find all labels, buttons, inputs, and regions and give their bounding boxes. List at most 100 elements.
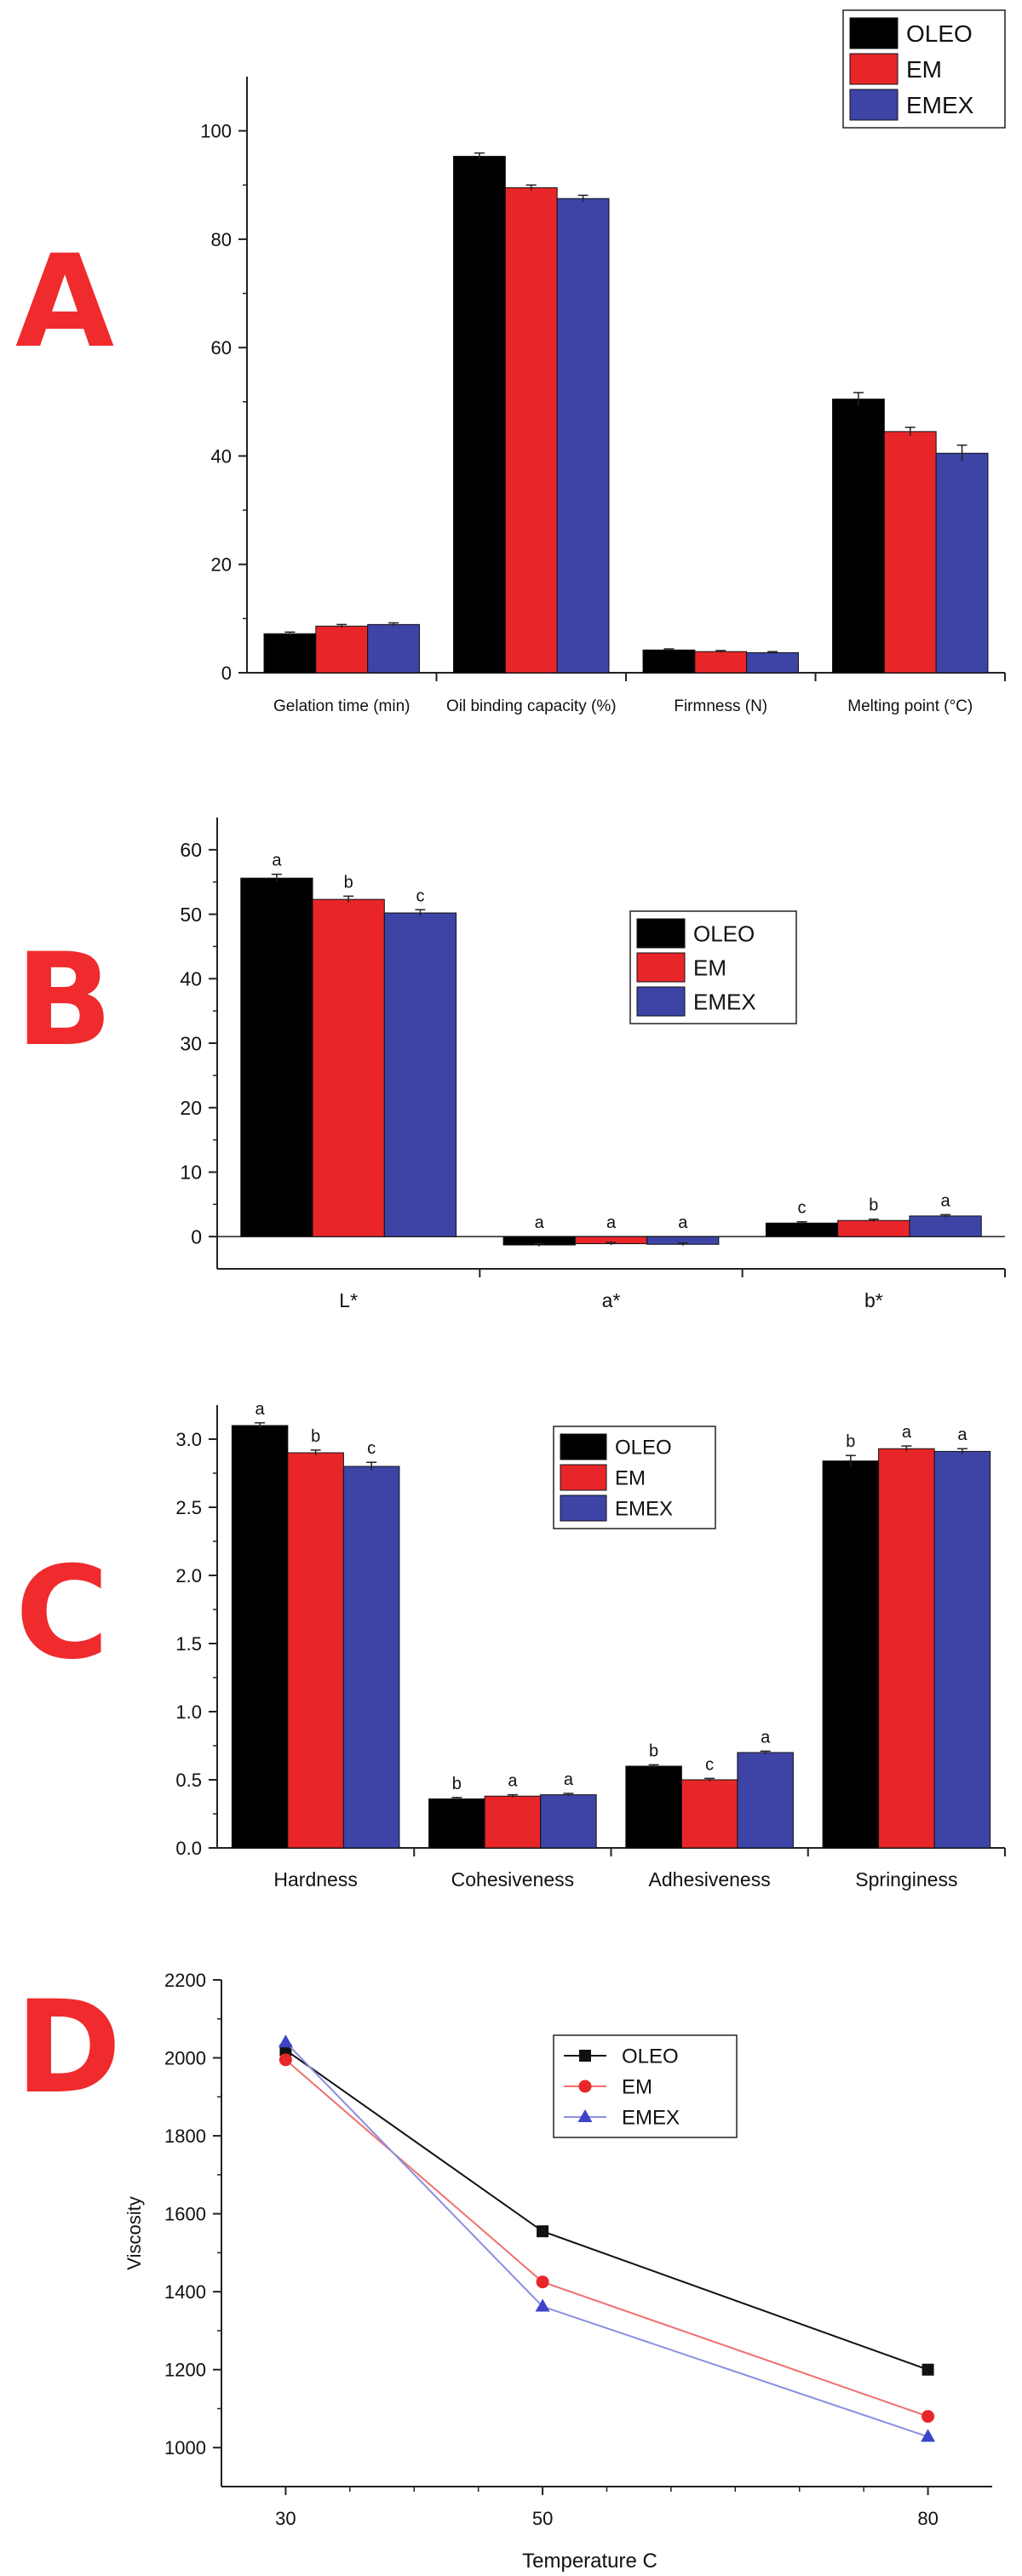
legend-swatch-emex [849,89,899,121]
significance-letter: a [957,1426,967,1444]
panel-a: A 0 20 40 60 80 100 Gelation time (min) Oil bin… [0,0,1022,732]
data-point-emex [278,2034,293,2048]
x-tick-label: Cohesiveness [451,1868,574,1890]
significance-letter: a [256,1400,266,1419]
x-tick-label: 80 [917,2508,938,2529]
panel-d: D 1000 1200 1400 1600 1800 2000 2200 30 50 80 Temp… [0,1942,1022,2576]
x-tick-label: 30 [275,2508,296,2529]
x-tick-label: Springiness [855,1868,957,1890]
x-tick-label: Gelation time (min) [273,697,411,715]
y-tick-label: 0 [191,1225,202,1248]
bar-emex [342,1466,400,1849]
bar-em [878,1448,935,1849]
legend-label-emex: EMEX [906,92,974,118]
x-tick-label: Melting point (°C) [847,697,973,715]
legend-swatch-em [636,952,686,983]
legend-swatch-em [560,1464,607,1491]
bar-em [312,898,385,1237]
data-point-emex [921,2429,936,2442]
data-point-em [278,2053,292,2067]
significance-letter: a [508,1772,518,1791]
x-tick-label: Hardness [273,1868,357,1890]
chart-d-line-chart: 1000 1200 1400 1600 1800 2000 2200 30 50 80 Temper… [123,1970,992,2573]
significance-letter: a [564,1770,574,1789]
data-point-oleo [922,2363,934,2376]
data-point-oleo [537,2225,549,2238]
legend-swatch-em [849,53,899,85]
legend-label-oleo: OLEO [693,921,755,946]
y-tick-label: 60 [211,337,232,359]
data-point-em [536,2275,549,2289]
y-tick-label: 2000 [164,2047,206,2068]
bar-emex [909,1215,982,1237]
significance-letter: b [649,1741,658,1760]
legend-label-em: EM [906,56,942,83]
x-tick-label: b* [864,1289,883,1311]
significance-letter: c [705,1755,714,1774]
legend-label-emex: EMEX [693,989,756,1014]
chart-c-bar-chart: 0.0 0.5 1.0 1.5 2.0 2.5 3.0 a b c Hardness b a a Cohes… [175,1400,1006,1890]
bar-em [883,431,937,674]
legend-label-oleo: OLEO [622,2045,679,2068]
legend-label-oleo: OLEO [906,20,973,47]
bar-oleo [642,649,696,674]
y-tick-label: 1600 [164,2204,206,2225]
bar-emex [556,198,610,674]
significance-letter: a [535,1213,545,1232]
x-tick-label: Firmness (N) [674,697,767,715]
y-tick-label: 1400 [164,2281,206,2303]
bar-em [484,1795,542,1849]
y-tick-label: 1800 [164,2126,206,2147]
bar-em [694,651,748,674]
y-tick-label: 40 [211,445,232,467]
bar-emex [367,623,420,674]
significance-letter: b [344,873,353,892]
panel-label-d: D [15,1974,122,2122]
bar-oleo [625,1765,682,1849]
y-tick-label: 20 [180,1097,202,1119]
y-tick-label: 50 [180,904,202,926]
bar-oleo [240,877,313,1237]
panel-label-b: B [15,927,113,1075]
significance-letter: c [798,1199,807,1218]
bar-emex [935,452,989,674]
bar-oleo [453,156,506,674]
data-point-em [922,2410,935,2424]
significance-letter: b [311,1427,320,1446]
significance-letter: a [902,1423,912,1442]
significance-letter: a [606,1213,617,1232]
bar-em [504,186,558,674]
data-point-emex [535,2298,550,2312]
bar-oleo [832,399,885,674]
x-tick-label: a* [602,1289,621,1311]
legend-swatch-emex [560,1495,607,1522]
y-tick-label: 1.0 [175,1701,202,1723]
bar-emex [383,912,457,1237]
bar-em [287,1452,344,1849]
y-tick-label: 2200 [164,1970,206,1991]
significance-letter: a [941,1191,951,1210]
bar-oleo [822,1460,880,1849]
significance-letter: a [761,1728,771,1747]
legend-marker-emex [577,2109,593,2122]
significance-letter: b [846,1432,855,1451]
panel-label-c: C [15,1540,110,1688]
bar-emex [737,1752,794,1849]
y-tick-label: 60 [180,839,202,861]
chart-a-bar-chart: 0 20 40 60 80 100 Gelation time (min) Oil bindi… [200,9,1006,715]
y-tick-label: 2.5 [175,1497,202,1518]
significance-letter: a [678,1213,688,1232]
significance-letter: c [367,1439,376,1458]
y-tick-label: 40 [180,968,202,990]
panel-label-a: A [15,228,115,376]
bar-oleo [765,1222,839,1237]
significance-letter: b [452,1775,462,1793]
legend-marker-oleo [579,2050,591,2062]
bar-em [837,1219,910,1237]
chart-b-bar-chart: 0 10 20 30 40 50 60 a b c L* a a a a* c b a b* OLEO EM EMEX [180,818,1006,1311]
significance-letter: b [869,1196,878,1215]
x-tick-label: 50 [532,2508,553,2529]
bar-oleo [231,1425,289,1849]
y-tick-label: 0.0 [175,1838,202,1859]
bar-emex [540,1794,597,1849]
